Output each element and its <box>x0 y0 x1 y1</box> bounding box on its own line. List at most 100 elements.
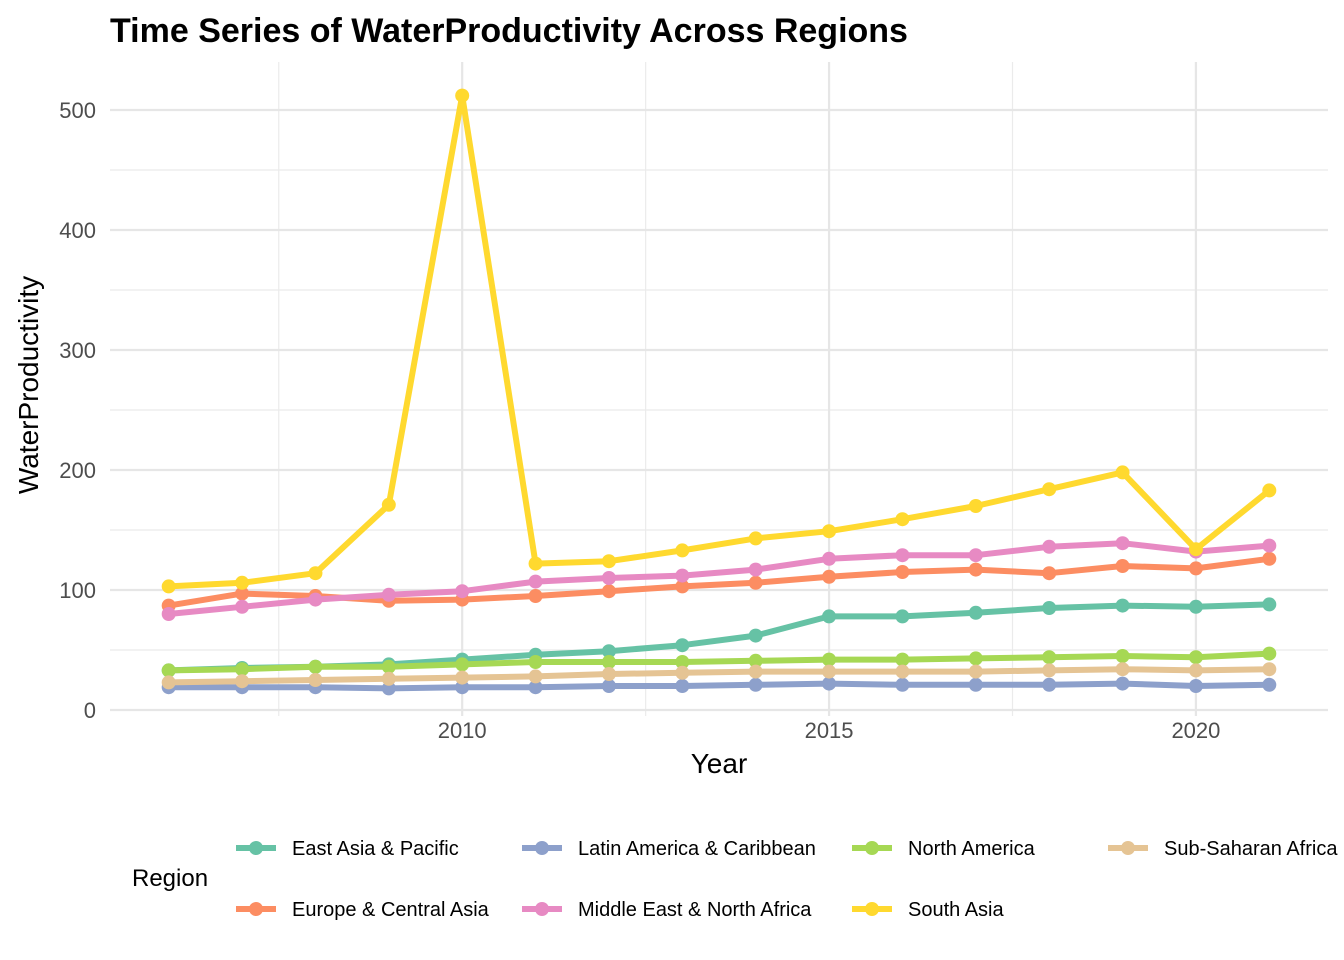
data-point <box>1262 597 1277 612</box>
data-point <box>1042 677 1057 692</box>
data-point <box>235 674 250 689</box>
chart-title: Time Series of WaterProductivity Across … <box>110 12 908 50</box>
data-point <box>1262 551 1277 566</box>
data-point <box>1262 538 1277 553</box>
data-point <box>601 667 616 681</box>
legend-item: Europe & Central Asia <box>236 899 490 921</box>
y-tick-label: 400 <box>59 218 96 243</box>
data-point <box>381 497 396 512</box>
legend-key-point <box>865 902 879 916</box>
data-point <box>1188 599 1203 614</box>
x-tick-label: 2010 <box>438 718 487 743</box>
data-point <box>895 548 910 563</box>
data-point <box>308 673 323 687</box>
data-point <box>601 679 616 693</box>
legend-item: South Asia <box>852 899 1005 921</box>
data-point <box>1115 598 1130 613</box>
data-point <box>675 665 690 680</box>
data-point <box>161 607 176 621</box>
data-point <box>1188 542 1203 557</box>
data-point <box>895 664 910 679</box>
data-point <box>748 628 763 643</box>
data-point <box>1188 679 1203 693</box>
data-point <box>968 651 983 666</box>
data-point <box>968 499 983 513</box>
data-point <box>1042 663 1057 678</box>
data-point <box>748 575 763 590</box>
data-point <box>968 677 983 692</box>
y-tick-label: 300 <box>59 338 96 363</box>
legend-label: Middle East & North Africa <box>578 899 812 921</box>
data-point <box>1115 536 1130 551</box>
data-point <box>528 655 543 669</box>
data-point <box>675 679 690 693</box>
data-point <box>161 675 176 690</box>
data-point <box>381 681 396 696</box>
y-tick-label: 500 <box>59 98 96 123</box>
data-point <box>748 562 763 577</box>
series-north-america <box>161 646 1277 678</box>
legend-item: North America <box>852 838 1036 860</box>
series-line <box>165 92 1273 590</box>
data-point <box>235 662 250 677</box>
y-axis-title: WaterProductivity <box>13 276 44 494</box>
data-point <box>601 655 616 669</box>
data-point <box>822 524 837 539</box>
data-point <box>675 579 690 594</box>
data-point <box>1188 561 1203 576</box>
data-point <box>1188 663 1203 678</box>
data-point <box>675 543 690 558</box>
data-point <box>528 556 543 571</box>
series-latin-america-caribbean <box>161 676 1277 696</box>
data-point <box>235 586 250 601</box>
data-point <box>455 584 470 599</box>
data-point <box>1262 662 1277 677</box>
data-point <box>381 587 396 602</box>
data-point <box>528 574 543 589</box>
data-point <box>822 664 837 679</box>
data-point <box>1262 677 1277 692</box>
data-point <box>822 652 837 667</box>
data-point <box>675 638 690 653</box>
data-point <box>161 579 176 594</box>
data-point <box>528 589 543 603</box>
legend-key-point <box>249 902 263 916</box>
grid <box>110 62 1328 716</box>
data-point <box>1115 465 1130 480</box>
legend-key-point <box>535 841 549 855</box>
data-point <box>308 566 323 581</box>
series-south-asia <box>161 88 1277 594</box>
legend-label: Latin America & Caribbean <box>578 838 816 860</box>
x-tick-label: 2015 <box>805 718 854 743</box>
data-point <box>1115 649 1130 663</box>
series-sub-saharan-africa <box>161 662 1277 690</box>
data-point <box>1042 650 1057 665</box>
y-tick-label: 100 <box>59 578 96 603</box>
legend-key-point <box>249 841 263 855</box>
legend-item: East Asia & Pacific <box>236 838 459 860</box>
legend: East Asia & Pacific Latin America & Carib… <box>236 838 1338 921</box>
data-point <box>455 657 470 672</box>
data-point <box>308 659 323 674</box>
data-point <box>1115 662 1130 677</box>
data-point <box>822 609 837 624</box>
legend-label: Sub-Saharan Africa <box>1164 838 1338 860</box>
data-point <box>601 571 616 585</box>
data-point <box>161 663 176 678</box>
data-point <box>235 575 250 590</box>
data-point <box>455 670 470 685</box>
legend-key-point <box>535 902 549 916</box>
data-point <box>381 671 396 686</box>
data-point <box>1042 482 1057 497</box>
data-point <box>748 677 763 692</box>
data-point <box>968 664 983 679</box>
data-point <box>1042 566 1057 581</box>
data-point <box>968 548 983 563</box>
legend-label: North America <box>908 838 1036 860</box>
series-line <box>165 680 1273 692</box>
data-point <box>895 609 910 624</box>
data-point <box>895 565 910 579</box>
series-line <box>165 540 1273 617</box>
legend-item: Sub-Saharan Africa <box>1108 838 1338 860</box>
